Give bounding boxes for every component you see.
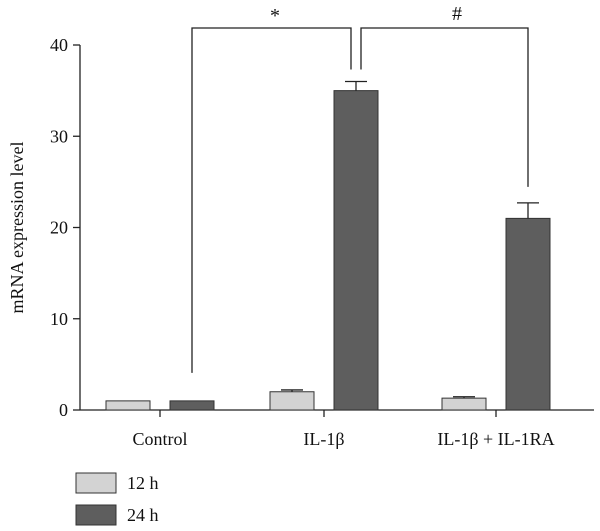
bar	[105, 400, 151, 411]
significance-brackets: * #	[191, 3, 529, 373]
y-axis-title: mRNA expression level	[7, 142, 27, 314]
legend: 12 h 24 h	[75, 472, 159, 526]
y-tick-label: 40	[50, 35, 68, 55]
x-category-label: Control	[132, 429, 187, 449]
bar	[333, 90, 379, 411]
significance-label-star: *	[270, 5, 280, 27]
bar	[505, 217, 551, 411]
bar	[441, 397, 487, 411]
y-tick-label: 30	[50, 126, 68, 146]
y-tick-label: 0	[59, 400, 68, 420]
y-tick-label: 10	[50, 309, 68, 329]
legend-swatch	[75, 504, 117, 526]
bars	[105, 90, 551, 411]
bar	[269, 391, 315, 411]
x-category-label: IL-1β	[303, 429, 344, 449]
y-tick-label: 20	[50, 218, 68, 238]
legend-swatch	[75, 472, 117, 494]
significance-bracket-star	[191, 27, 352, 373]
significance-label-hash: #	[452, 3, 462, 25]
x-category-label: IL-1β + IL-1RA	[437, 429, 554, 449]
error-bars	[281, 80, 539, 399]
legend-label: 12 h	[127, 473, 159, 493]
axes: 0 10 20 30 40 mRNA expression level Control IL-…	[7, 35, 594, 449]
bar	[169, 400, 215, 411]
legend-label: 24 h	[127, 505, 159, 525]
significance-bracket-hash	[360, 27, 529, 187]
